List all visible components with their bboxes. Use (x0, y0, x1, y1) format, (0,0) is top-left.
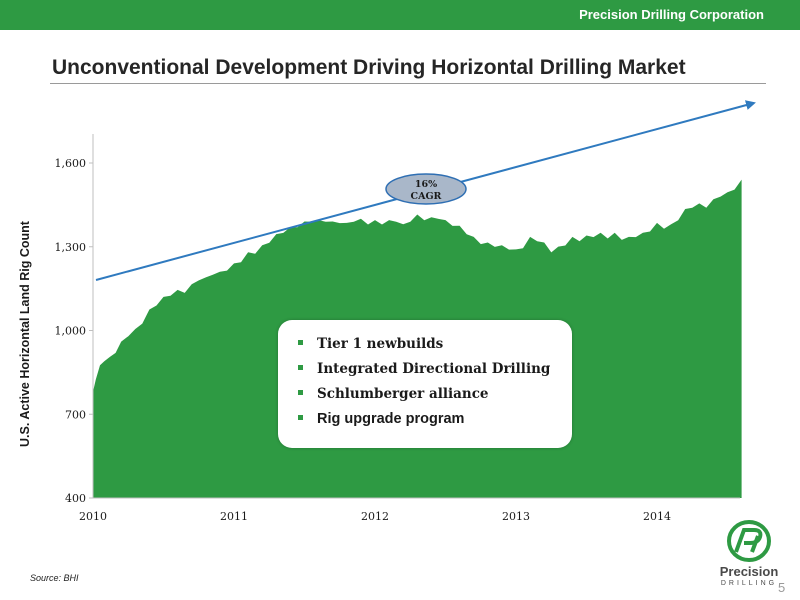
bullet-square-icon (298, 340, 303, 345)
logo-word: Precision (719, 564, 779, 579)
bullet-square-icon (298, 365, 303, 370)
y-axis-label: U.S. Active Horizontal Land Rig Count (18, 220, 32, 447)
y-tick-label: 1,000 (55, 325, 87, 338)
x-axis-ticks: 2010 2011 2012 2013 2014 (79, 510, 671, 523)
page-number: 5 (778, 580, 786, 595)
x-tick-label: 2014 (643, 510, 671, 523)
callout-item-tier1: Tier 1 newbuilds (298, 332, 572, 357)
callout-item-idd: Integrated Directional Drilling (298, 357, 572, 382)
callout-item-upgrade: Rig upgrade program (298, 407, 572, 432)
cagr-percent: 16% (415, 179, 437, 190)
logo-subword: DRILLING (720, 580, 778, 587)
x-tick-label: 2010 (79, 510, 107, 523)
company-name: Precision Drilling Corporation (579, 7, 764, 22)
x-tick-label: 2012 (361, 510, 389, 523)
cagr-label: CAGR (411, 191, 442, 202)
header-bar: Precision Drilling Corporation (0, 0, 800, 30)
y-axis-ticks: 400 700 1,000 1,300 1,600 (55, 157, 93, 505)
y-tick-label: 1,600 (55, 157, 87, 170)
cagr-badge (385, 173, 467, 205)
x-tick-label: 2013 (502, 510, 530, 523)
x-tick-label: 2011 (220, 510, 248, 523)
source-note: Source: BHI (30, 573, 79, 583)
y-tick-label: 400 (65, 492, 86, 505)
pd-logo-icon (727, 520, 771, 562)
precision-drilling-logo: Precision DRILLING (714, 518, 784, 600)
highlights-callout: Tier 1 newbuilds Integrated Directional … (278, 320, 572, 448)
title-divider (50, 83, 766, 84)
y-tick-label: 700 (65, 408, 86, 421)
bullet-square-icon (298, 390, 303, 395)
callout-item-schlumberger: Schlumberger alliance (298, 382, 572, 407)
slide-title: Unconventional Development Driving Horiz… (52, 56, 686, 79)
y-tick-label: 1,300 (55, 241, 87, 254)
bullet-square-icon (298, 415, 303, 420)
